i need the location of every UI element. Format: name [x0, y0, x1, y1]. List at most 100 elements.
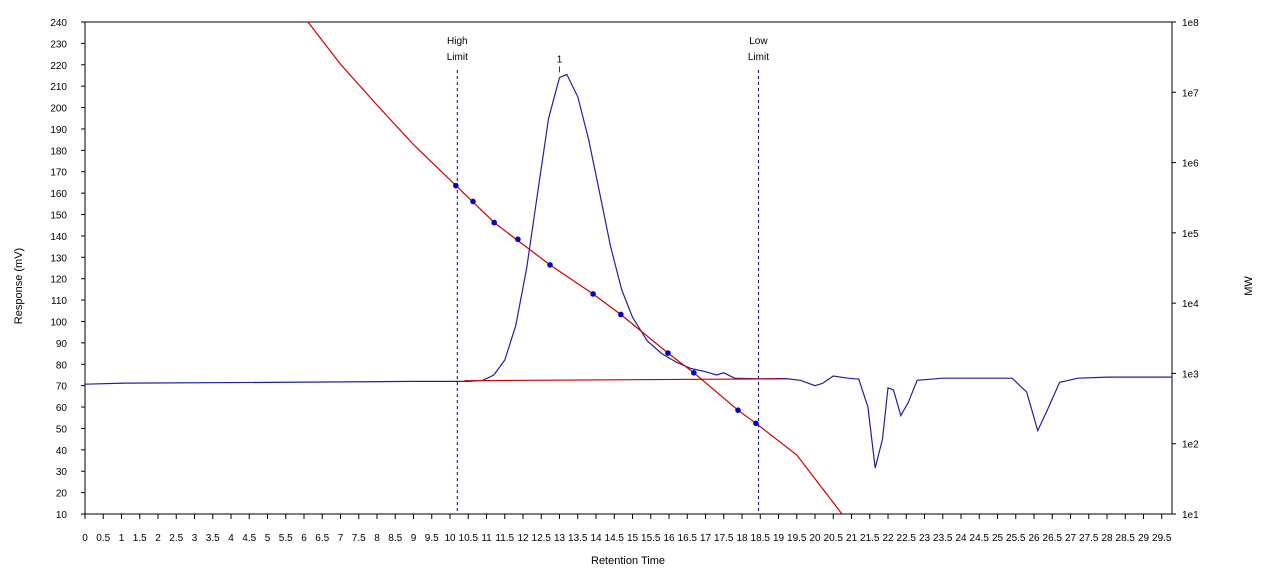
y2-tick-label: 1e8 [1182, 18, 1199, 29]
y-tick-label: 50 [56, 424, 68, 435]
calibration-point [515, 236, 521, 243]
y2-tick-label: 1e6 [1182, 159, 1199, 170]
x-tick-label: 18.5 [751, 533, 771, 544]
x-tick-label: 4.5 [242, 533, 256, 544]
x-tick-label: 5.5 [279, 533, 293, 544]
x-tick-label: 6.5 [315, 533, 329, 544]
x-tick-label: 21 [846, 533, 858, 544]
y-tick-label: 240 [50, 18, 67, 29]
limit-label: Limit [748, 52, 769, 63]
x-tick-label: 25 [992, 533, 1004, 544]
x-tick-label: 8 [374, 533, 380, 544]
x-tick-label: 19.5 [787, 533, 807, 544]
series-line [464, 378, 783, 382]
y-tick-label: 20 [56, 489, 68, 500]
x-tick-label: 12 [517, 533, 529, 544]
y2-axis-label: MW [1243, 276, 1255, 296]
y-tick-label: 230 [50, 39, 67, 50]
x-tick-label: 21.5 [860, 533, 880, 544]
x-tick-label: 26.5 [1043, 533, 1063, 544]
limit-label: High [447, 36, 468, 47]
x-tick-label: 4 [228, 533, 234, 544]
plot-frame [84, 21, 1173, 515]
x-tick-label: 25.5 [1006, 533, 1026, 544]
x-tick-label: 26 [1028, 533, 1040, 544]
x-tick-label: 9 [411, 533, 417, 544]
y2-tick-label: 1e4 [1182, 299, 1199, 310]
y-tick-label: 110 [51, 296, 67, 307]
y2-tick-label: 1e7 [1182, 88, 1199, 99]
x-tick-label: 2 [155, 533, 161, 544]
x-axis-label: Retention Time [591, 555, 665, 567]
calibration-point [547, 262, 553, 268]
y-tick-label: 40 [56, 446, 68, 457]
x-tick-label: 23 [919, 533, 931, 544]
x-tick-label: 1 [119, 533, 125, 544]
y-tick-label: 60 [56, 403, 68, 414]
x-tick-label: 3 [192, 533, 198, 544]
x-tick-label: 9.5 [425, 533, 439, 544]
x-tick-label: 28 [1101, 533, 1113, 544]
x-tick-label: 5 [265, 533, 271, 544]
y-tick-label: 210 [50, 82, 67, 93]
x-tick-label: 14 [590, 533, 602, 544]
calibration-point [590, 291, 596, 297]
limit-label: Limit [447, 52, 468, 63]
y-tick-label: 180 [50, 146, 67, 157]
x-tick-label: 22.5 [897, 533, 917, 544]
x-tick-label: 29 [1138, 533, 1150, 544]
calibration-point [735, 407, 741, 413]
y-tick-label: 140 [50, 232, 67, 243]
y-tick-label: 200 [50, 104, 67, 115]
calibration-point [753, 420, 759, 427]
x-tick-label: 27.5 [1079, 533, 1099, 544]
x-tick-label: 16 [663, 533, 675, 544]
x-tick-label: 15.5 [641, 533, 661, 544]
x-tick-label: 3.5 [206, 533, 220, 544]
y-tick-label: 70 [56, 382, 68, 393]
x-tick-label: 15 [627, 533, 639, 544]
series-line [307, 22, 843, 514]
x-tick-label: 2.5 [169, 533, 183, 544]
x-tick-label: 13 [554, 533, 566, 544]
series-line [85, 73, 1172, 469]
y-tick-label: 10 [56, 510, 68, 521]
y-tick-label: 30 [56, 467, 68, 478]
x-tick-label: 13.5 [568, 533, 588, 544]
x-tick-label: 6 [301, 533, 307, 544]
x-tick-label: 10.5 [459, 533, 479, 544]
x-tick-label: 0 [82, 533, 88, 544]
x-tick-label: 10 [444, 533, 456, 544]
x-tick-label: 12.5 [532, 533, 552, 544]
y-tick-label: 80 [56, 360, 68, 371]
calibration-point [665, 350, 671, 356]
peak-label: 1 [557, 54, 563, 65]
x-tick-label: 17 [700, 533, 712, 544]
x-tick-label: 29.5 [1152, 533, 1172, 544]
y2-tick-label: 1e2 [1182, 440, 1199, 451]
x-tick-label: 20 [809, 533, 821, 544]
y-tick-label: 170 [50, 168, 67, 179]
x-tick-label: 23.5 [933, 533, 953, 544]
x-tick-label: 17.5 [714, 533, 734, 544]
x-tick-label: 24 [955, 533, 967, 544]
x-tick-label: 7 [338, 533, 344, 544]
calibration-point [470, 198, 476, 205]
calibration-point [691, 370, 697, 376]
limit-label: Low [749, 36, 768, 47]
x-tick-label: 27 [1065, 533, 1077, 544]
x-tick-label: 28.5 [1116, 533, 1136, 544]
x-tick-label: 16.5 [678, 533, 698, 544]
x-tick-label: 22 [882, 533, 894, 544]
x-tick-label: 18 [736, 533, 748, 544]
x-tick-label: 0.5 [96, 533, 110, 544]
x-tick-label: 20.5 [824, 533, 844, 544]
x-tick-label: 8.5 [388, 533, 402, 544]
y-tick-label: 120 [50, 275, 67, 286]
y-tick-label: 220 [50, 61, 67, 72]
x-tick-label: 14.5 [605, 533, 625, 544]
y-tick-label: 130 [50, 253, 67, 264]
y-tick-label: 100 [50, 317, 67, 328]
